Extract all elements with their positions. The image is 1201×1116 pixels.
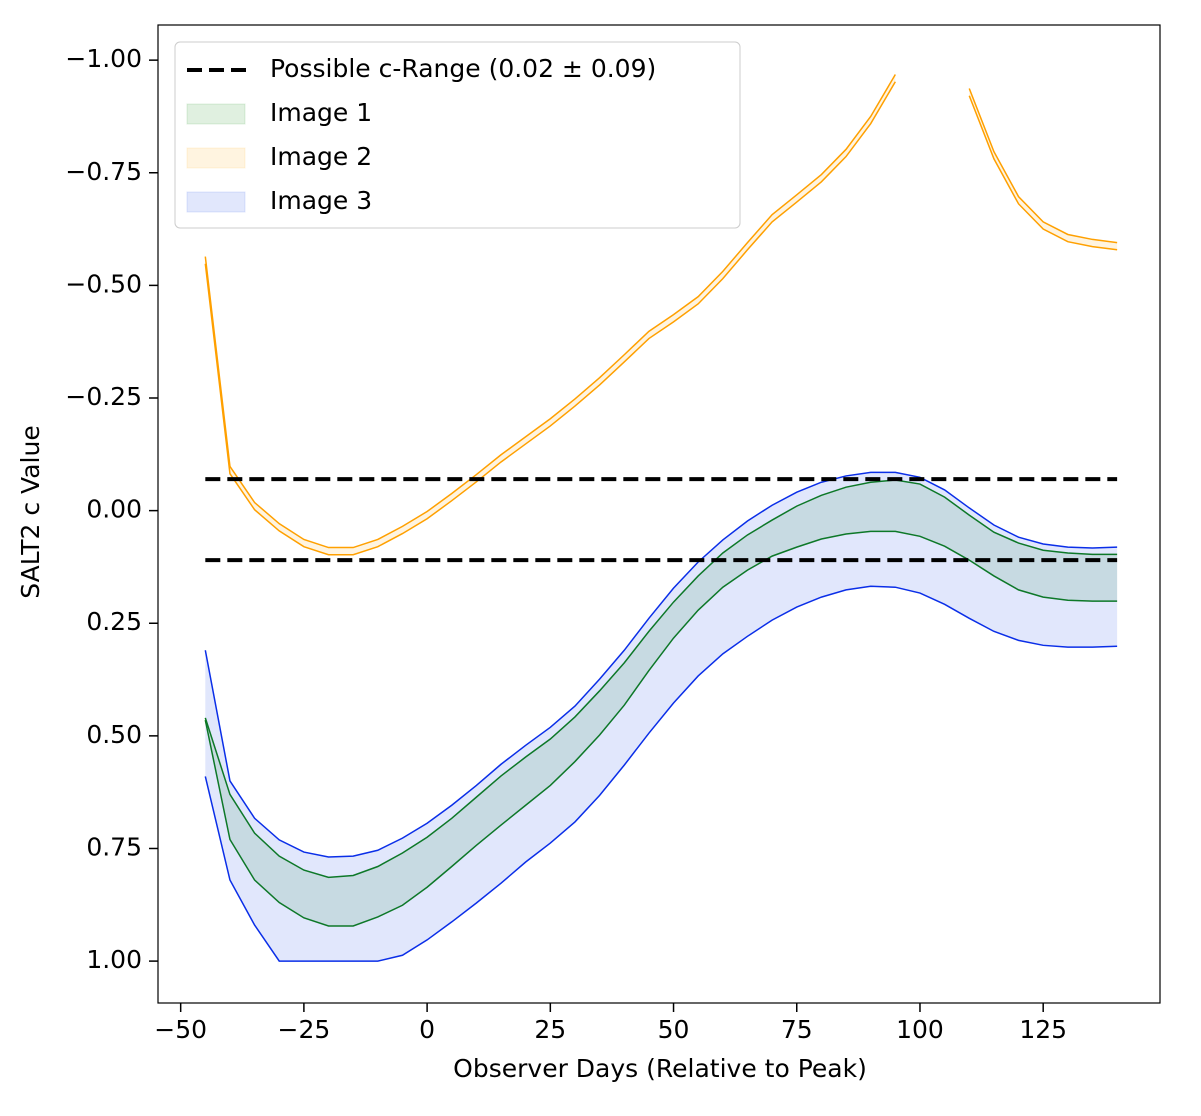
y-tick-label: 1.00 [86,945,142,974]
y-axis-label: SALT2 c Value [16,425,45,598]
x-tick-label: −25 [278,1015,331,1044]
legend-box [174,41,741,229]
band-fill [205,472,1118,962]
plot-frame [157,24,1161,1004]
x-tick-label: 0 [419,1015,435,1044]
legend-swatch [186,191,246,213]
y-tick-label: −0.75 [65,157,142,186]
x-tick-label: 75 [781,1015,813,1044]
x-tick-label: 100 [896,1015,944,1044]
band-fill [969,88,1118,250]
y-tick-label: 0.00 [86,495,142,524]
band-edge [204,81,896,556]
band-edge [204,471,1118,858]
y-tick-label: −1.00 [65,44,142,73]
band-edge [968,88,1118,244]
band-edge [204,530,1118,927]
band-edge [968,95,1118,251]
legend-swatch [186,147,246,169]
x-axis-label: Observer Days (Relative to Peak) [453,1054,867,1083]
legend-label: Possible c-Range (0.02 ± 0.09) [270,54,656,83]
y-tick-label: 0.25 [86,607,142,636]
x-tick-label: 50 [658,1015,690,1044]
legend-label: Image 3 [270,186,372,215]
legend-swatch [186,103,246,125]
x-tick-label: 125 [1019,1015,1067,1044]
legend-label: Image 1 [270,98,372,127]
legend-label: Image 2 [270,142,372,171]
x-tick-label: −50 [154,1015,207,1044]
band-edge [204,74,896,549]
band-edge [204,479,1118,879]
y-tick-label: 0.75 [86,832,142,861]
y-tick-label: 0.50 [86,720,142,749]
band-fill [205,479,1118,926]
y-tick-label: −0.25 [65,382,142,411]
band-edge [204,585,1118,962]
y-tick-label: −0.50 [65,269,142,298]
x-tick-label: 25 [534,1015,566,1044]
